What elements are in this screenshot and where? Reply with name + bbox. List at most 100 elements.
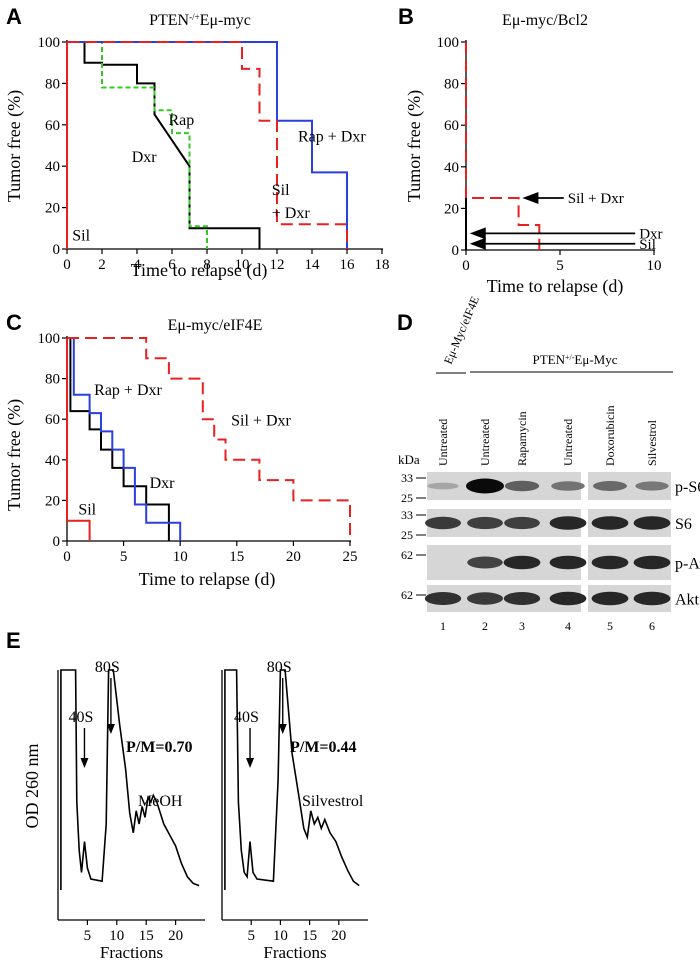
band-akt-lane-3 — [503, 592, 541, 605]
panel-d-group2-label: PTEN+/-Eμ-Myc — [533, 352, 618, 367]
pm-ratio: P/M=0.70 — [126, 739, 192, 756]
annotation-dxr: + Dxr — [272, 205, 311, 222]
x-tick-label: 5 — [556, 258, 564, 274]
x-tick-label: 10 — [173, 549, 188, 565]
x-tick-label: 25 — [343, 549, 358, 565]
profile-xlabel: Fractions — [263, 943, 326, 962]
panel-b-title: Eμ-myc/Bcl2 — [502, 12, 588, 29]
y-tick-label: 100 — [38, 35, 61, 51]
band-p-akt-lane-6 — [633, 555, 671, 570]
annotation-dxr: Dxr — [132, 149, 158, 166]
panel-a-title: PTEN-/+Eμ-myc — [149, 12, 251, 29]
panel-d-group1-label: Eμ-Myc/eIF4E — [441, 294, 482, 366]
panel-b-survival-chart: B Eμ-myc/Bcl2 Tumor free (%) Time to rel… — [398, 4, 663, 297]
panel-a-xlabel: Time to relapse (d) — [131, 260, 268, 281]
blot-row-label-s6: S6 — [675, 516, 692, 533]
x-tick-label: 14 — [305, 257, 321, 273]
label-40s: 40S — [234, 709, 259, 726]
y-tick-label: 20 — [45, 493, 60, 509]
panel-e-ylabel: OD 260 nm — [22, 744, 42, 829]
arrow-label-dxr: Dxr — [639, 226, 662, 242]
x-tick-label: 10 — [647, 258, 662, 274]
band-p-s6-lane-1 — [427, 482, 459, 490]
band-p-akt-lane-3 — [503, 555, 541, 570]
arrowhead-40s — [80, 758, 89, 768]
profile-trace — [224, 669, 360, 890]
annotation-sil: Sil — [78, 502, 96, 519]
series-sil-dxr — [465, 42, 541, 250]
y-tick-label: 40 — [45, 453, 60, 469]
band-p-s6-lane-3 — [504, 480, 540, 492]
blot-row-label-akt: Akt — [675, 592, 700, 609]
x-tick-label: 8 — [203, 257, 211, 273]
band-s6-lane-4 — [549, 516, 587, 530]
profile-xlabel: Fractions — [100, 943, 163, 962]
band-akt-lane-6 — [633, 591, 671, 606]
series-rap-dxr — [67, 337, 182, 541]
mw-marker-62: 62 — [401, 588, 413, 602]
profile-x-tick-label: 20 — [331, 928, 346, 944]
x-tick-label: 2 — [98, 257, 106, 273]
lane-label-6: Silvestrol — [645, 419, 659, 466]
y-tick-label: 60 — [45, 118, 60, 134]
annotation-sil-dxr: Sil + Dxr — [231, 412, 291, 429]
x-tick-label: 12 — [270, 257, 285, 273]
panel-a-axes: 0 20 40 60 80 100 0 2 4 6 8 10 12 14 16 18 — [38, 35, 390, 273]
pm-ratio: P/M=0.44 — [290, 739, 356, 756]
y-tick-label: 100 — [437, 35, 460, 51]
mw-marker-25: 25 — [401, 528, 413, 542]
panel-c-xlabel: Time to relapse (d) — [139, 569, 276, 590]
panel-b-xlabel: Time to relapse (d) — [487, 276, 624, 297]
band-s6-lane-2 — [467, 516, 503, 530]
band-p-s6-lane-2 — [466, 478, 504, 494]
panel-e-polysome-profiles: E OD 260 nm 5 10 15 20 Fractions 40S 80S P/M=0.… — [6, 628, 368, 962]
profile-silvestrol: 5 10 15 20 Fractions 40S 80S P/M=0.44 Silvestrol — [221, 659, 368, 962]
annotation-dxr: Dxr — [150, 475, 176, 492]
band-p-s6-lane-4 — [551, 481, 585, 491]
y-tick-label: 20 — [45, 201, 60, 217]
arrow-label-sil: Sil — [639, 237, 656, 253]
band-p-akt-lane-4 — [549, 555, 587, 570]
label-80s: 80S — [267, 659, 292, 676]
y-tick-label: 60 — [444, 118, 459, 134]
mw-marker-33: 33 — [401, 508, 413, 522]
panel-c-title: Eμ-myc/eIF4E — [168, 317, 263, 334]
band-akt-lane-5 — [591, 591, 629, 606]
annotation-sil: Sil — [272, 182, 290, 199]
series-rap-dxr — [67, 41, 348, 249]
panel-d-blot-rows: p-S6 33 25 S6 33 25 p-Akt 62 Akt 62 — [401, 471, 700, 612]
profile-trace — [60, 669, 200, 890]
x-tick-label: 4 — [133, 257, 141, 273]
x-tick-label: 18 — [375, 257, 390, 273]
lane-number-6: 6 — [649, 619, 655, 633]
arrowhead-40s — [246, 758, 255, 768]
band-akt-lane-1 — [424, 592, 462, 605]
band-p-akt-lane-5 — [591, 555, 629, 570]
panel-a-label: A — [6, 4, 22, 29]
x-tick-label: 0 — [63, 549, 71, 565]
y-tick-label: 80 — [444, 77, 459, 93]
annotation-rap: Rap — [169, 112, 195, 129]
profile-x-tick-label: 5 — [247, 928, 255, 944]
lane-number-1: 1 — [440, 619, 446, 633]
label-40s: 40S — [68, 709, 93, 726]
panel-d-western-blot: D Eμ-Myc/eIF4E PTEN+/-Eμ-Myc kDa Untreat… — [397, 294, 700, 633]
band-p-s6-lane-6 — [635, 481, 669, 491]
lane-label-2: Untreated — [478, 419, 492, 466]
band-akt-lane-4 — [549, 591, 587, 606]
profile-meoh: 5 10 15 20 Fractions 40S 80S P/M=0.70 MeOH — [57, 659, 205, 962]
band-p-s6-lane-5 — [593, 481, 627, 491]
profile-x-tick-label: 15 — [302, 928, 317, 944]
x-tick-label: 16 — [340, 257, 356, 273]
profile-condition-label: MeOH — [138, 793, 183, 810]
y-tick-label: 0 — [53, 242, 61, 258]
series-sil-dxr — [67, 337, 351, 541]
y-tick-label: 60 — [45, 412, 60, 428]
series-sil — [66, 338, 91, 541]
x-tick-label: 15 — [229, 549, 244, 565]
lane-label-3: Rapamycin — [515, 411, 529, 466]
blot-row-label-p-akt: p-Akt — [675, 556, 700, 573]
panel-d-label: D — [397, 310, 413, 335]
